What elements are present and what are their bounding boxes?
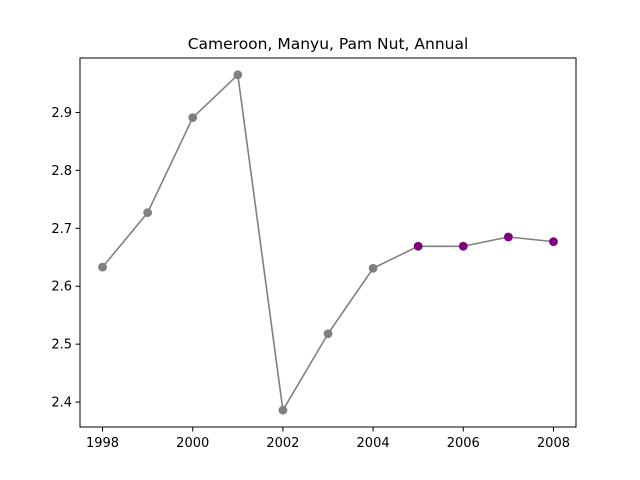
x-tick-label-2000: 2000 <box>176 436 209 451</box>
data-point-2007 <box>503 232 513 242</box>
y-tick-label-2.9: 2.9 <box>51 106 72 121</box>
y-tick-label-2.8: 2.8 <box>51 164 72 179</box>
x-tick-label-2006: 2006 <box>447 436 480 451</box>
y-tick-label-2.7: 2.7 <box>51 222 72 237</box>
y-tick-label-2.5: 2.5 <box>51 338 72 353</box>
data-point-2008 <box>549 237 558 247</box>
data-point-2002 <box>278 405 288 415</box>
chart-title: Cameroon, Manyu, Pam Nut, Annual <box>188 35 469 53</box>
data-point-2003 <box>323 329 333 339</box>
x-tick-label-1998: 1998 <box>86 436 119 451</box>
data-point-1998 <box>98 262 107 272</box>
plot-area: 1998 2000 2002 2004 2006 2008 2.4 2.5 2.6 2.7 2.8 2… <box>51 57 577 451</box>
series-line <box>101 74 554 412</box>
data-point-1999 <box>143 208 153 218</box>
data-point-2000 <box>188 113 198 123</box>
data-point-2001 <box>233 70 243 80</box>
data-point-2004 <box>368 263 378 273</box>
y-tick-label-2.6: 2.6 <box>51 280 72 295</box>
x-tick-label-2004: 2004 <box>357 436 390 451</box>
x-tick-label-2008: 2008 <box>537 436 570 451</box>
data-point-2006 <box>458 241 468 251</box>
x-tick-label-2002: 2002 <box>266 436 299 451</box>
data-point-2005 <box>413 241 423 251</box>
axes-frame <box>79 57 577 428</box>
y-tick-label-2.4: 2.4 <box>51 396 72 411</box>
